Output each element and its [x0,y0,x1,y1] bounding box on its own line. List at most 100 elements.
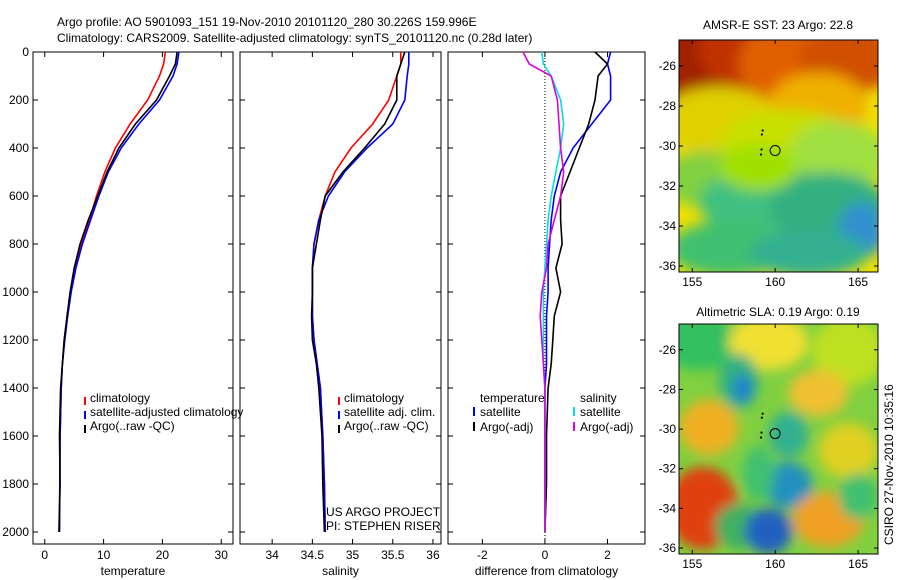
legend-label-temp-argo: Argo(-adj) [480,420,533,434]
header-line-1: Argo profile: AO 5901093_151 19-Nov-2010… [57,15,476,29]
pi-credit: PI: STEPHEN RISER [326,519,441,533]
x-tick-label: 30 [215,548,229,562]
series-line-satellite-adj-clim- [311,52,410,533]
legend-label-argo: Argo(..raw -QC) [344,419,429,433]
x-tick-label: 165 [848,275,868,289]
y-tick-label: 0 [22,45,29,59]
trajectory-dot [760,148,763,151]
x-tick-label: 20 [156,548,170,562]
y-tick-label: 1000 [2,285,29,299]
trajectory-dot [759,153,763,156]
series-line-salinity-argo-adj- [522,51,565,532]
y-tick-label: 200 [9,93,29,107]
plot-frame [239,51,442,545]
plot-frame [32,51,234,545]
legend-label-climatology: climatology [344,391,404,405]
y-tick-label: 1600 [2,429,29,443]
color-blob [742,445,775,502]
series-line-temperature-satellite [544,51,612,532]
temperature-profile-panel: 0 10 20 30 0 200 400 600 800 1000 1200 1400 1600 1800… [2,45,234,578]
y-tick-label: 800 [9,237,29,251]
series-line-climatology [58,51,167,533]
color-blob [812,324,878,387]
color-blob [788,121,878,191]
color-blob [764,462,813,508]
trajectory-dot [761,129,764,132]
legend-label-climatology: climatology [90,391,150,405]
x-tick-label: 34.5 [301,548,325,562]
trajectory-dot [760,133,763,136]
y-tick-label: -34 [659,501,677,515]
y-tick-label: 1400 [2,381,29,395]
map-blobs [679,40,878,272]
y-tick-label: 600 [9,189,29,203]
x-tick-label: 0 [41,548,48,562]
project-credit: US ARGO PROJECT [326,505,441,519]
trajectory-dot [760,431,763,434]
y-tick-label: -32 [659,462,677,476]
x-tick-label: 36 [426,548,440,562]
x-tick-label: 155 [682,557,702,571]
y-tick-label: -34 [659,219,677,233]
legend-label-satellite: satellite-adjusted climatology [90,405,243,419]
x-axis-label: difference from climatology [475,564,618,578]
x-tick-label: 34 [265,548,279,562]
y-tick-label: -36 [659,541,677,555]
x-axis-label: temperature [101,564,166,578]
sst-map: 155 160 165 -26 -28 -30 -32 -34 -36 [659,39,879,289]
legend-label-sal-satellite: satellite [580,405,621,419]
x-axis-label: salinity [322,564,359,578]
color-blob [838,473,878,520]
legend-label-argo: Argo(..raw -QC) [90,419,175,433]
color-blob [718,144,799,191]
y-tick-label: 1200 [2,333,29,347]
trajectory-dot [761,412,764,415]
color-blob [818,422,878,479]
map-field [679,324,878,554]
y-tick-label: -26 [659,343,677,357]
map-frame [678,39,879,273]
color-blob [768,411,809,458]
series-line-argo-raw-qc- [310,51,406,533]
x-tick-label: 160 [765,275,785,289]
map-blobs [679,324,878,554]
y-tick-label: -26 [659,59,677,73]
difference-legend: temperature satellite Argo(-adj) salinit… [473,391,633,434]
temperature-legend: climatology satellite-adjusted climatolo… [84,391,243,433]
color-blob [748,230,869,272]
y-tick-label: -30 [659,139,677,153]
x-tick-label: -2 [477,548,488,562]
color-blob [679,399,739,456]
series-line-satellite-adjusted-climatology [58,51,180,533]
y-tick-label: 1800 [2,477,29,491]
color-blob [679,324,739,370]
color-blob [788,370,849,416]
x-tick-label: 35 [346,548,360,562]
map-field [679,40,878,272]
x-tick-label: 155 [682,275,702,289]
sst-map-title: AMSR-E SST: 23 Argo: 22.8 [703,18,853,32]
trajectory-dot [760,416,763,419]
y-tick-label: -36 [659,259,677,273]
x-tick-label: 2 [604,548,611,562]
series-line-argo-raw-qc- [58,51,178,533]
y-tick-label: -28 [659,382,677,396]
y-tick-label: -28 [659,99,677,113]
legend-label-temp-satellite: satellite [480,405,521,419]
salinity-legend: climatology satellite adj. clim. Argo(..… [338,391,435,433]
series-line-climatology [311,52,402,533]
plot-frame [447,51,646,545]
y-tick-label: -32 [659,179,677,193]
sla-map-title: Altimetric SLA: 0.19 Argo: 0.19 [696,305,860,319]
float-position-marker [769,428,781,440]
color-blob [732,374,753,403]
y-tick-label: -30 [659,422,677,436]
x-tick-label: 160 [765,557,785,571]
legend-label-satellite: satellite adj. clim. [344,405,435,419]
float-position-marker [769,145,781,157]
y-tick-label: 2000 [2,525,29,539]
sla-map: 155 160 165 -26 -28 -30 -32 -34 -36 [659,323,879,571]
x-tick-label: 165 [848,557,868,571]
trajectory-dot [759,436,763,439]
